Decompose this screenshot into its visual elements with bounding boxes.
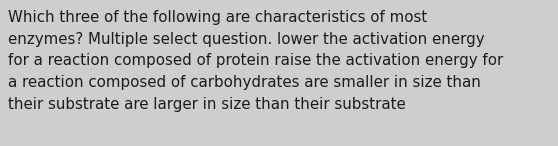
Text: Which three of the following are characteristics of most
enzymes? Multiple selec: Which three of the following are charact… — [8, 10, 504, 112]
